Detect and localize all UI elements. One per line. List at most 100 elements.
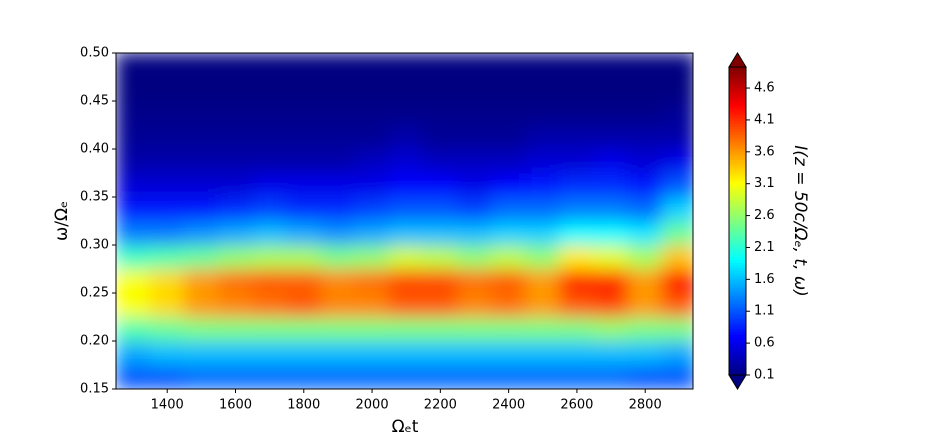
colorbar-step	[729, 221, 746, 225]
colorbar-step	[729, 197, 746, 202]
cell	[559, 220, 595, 246]
cell	[593, 100, 629, 126]
cell	[388, 100, 424, 126]
cell	[456, 340, 493, 366]
cell	[525, 100, 561, 126]
cell	[320, 220, 356, 246]
cell	[559, 364, 595, 389]
colorbar-step	[729, 141, 746, 145]
cell	[661, 244, 693, 270]
colorbar-step	[729, 267, 746, 271]
cell	[559, 53, 595, 78]
cell	[320, 148, 356, 174]
cell	[116, 340, 151, 366]
cell	[354, 172, 390, 198]
colorbar-step	[729, 90, 746, 94]
cell	[661, 196, 693, 222]
colorbar-label: I(z = 50c/Ωₑ, t, ω)	[790, 145, 810, 297]
colorbar-step	[729, 182, 746, 186]
cell	[627, 148, 663, 174]
cell	[525, 148, 561, 174]
colorbar-tick-label: 2.1	[754, 240, 775, 255]
cell	[456, 292, 493, 318]
colorbar-step	[729, 254, 746, 258]
cell	[320, 100, 356, 126]
colorbar-step	[729, 167, 746, 171]
colorbar-step	[729, 84, 746, 89]
cell	[525, 172, 561, 198]
colorbar-step	[729, 77, 746, 81]
cell	[593, 148, 629, 174]
colorbar-step	[729, 172, 746, 176]
cell	[593, 172, 629, 198]
cell	[627, 292, 663, 318]
cell	[491, 220, 527, 246]
cell	[116, 220, 151, 246]
cell	[422, 364, 458, 389]
cell	[217, 316, 254, 342]
colorbar-step	[729, 192, 746, 196]
colorbar-step	[729, 238, 746, 243]
cell	[183, 124, 219, 150]
cell	[354, 220, 390, 246]
cell	[456, 268, 493, 294]
axes: 1400 1600 1800 2000 2200 2400 2600 2800 0.15 0.20…	[80, 46, 694, 413]
colorbar-step	[729, 295, 746, 299]
colorbar-step	[729, 336, 746, 340]
cell	[661, 124, 693, 150]
colorbar-step	[729, 300, 746, 304]
cell	[422, 148, 458, 174]
colorbar-step	[729, 126, 746, 130]
cell	[183, 196, 219, 222]
cell	[627, 172, 663, 198]
cell	[252, 124, 288, 150]
cell	[286, 148, 322, 174]
colorbar-step	[729, 187, 746, 191]
cell	[149, 76, 185, 102]
cell	[388, 172, 424, 198]
cell	[559, 196, 595, 222]
cell	[286, 172, 322, 198]
cell	[661, 364, 693, 389]
cell	[183, 220, 219, 246]
x-axis-label: Ωₑt	[392, 417, 419, 437]
cell	[661, 220, 693, 246]
cell	[661, 316, 693, 342]
colorbar-step	[729, 113, 746, 117]
cell	[422, 124, 458, 150]
colorbar-step	[729, 110, 746, 114]
cell	[320, 196, 356, 222]
cell	[252, 172, 288, 198]
cell	[661, 340, 693, 366]
colorbar-extend-low	[728, 374, 747, 390]
cell	[559, 172, 595, 198]
colorbar-tick-label: 4.6	[754, 81, 775, 96]
cell	[525, 220, 561, 246]
y-tick-label: 0.50	[80, 46, 109, 61]
colorbar-step	[729, 321, 746, 325]
cell	[388, 268, 424, 294]
cell	[422, 196, 458, 222]
cell	[593, 340, 629, 366]
cell	[183, 316, 219, 342]
cell	[525, 316, 561, 342]
cell	[525, 340, 561, 366]
colorbar-step	[729, 215, 746, 220]
colorbar-step	[729, 92, 746, 96]
cell	[422, 172, 458, 198]
cell	[627, 100, 663, 126]
cell	[320, 292, 356, 318]
cell	[559, 292, 595, 318]
cell	[525, 364, 561, 389]
cell	[286, 196, 322, 222]
colorbar-tick-label: 1.1	[754, 304, 775, 319]
cell	[183, 100, 219, 126]
cell	[286, 340, 322, 366]
cell	[252, 100, 288, 126]
cell	[252, 364, 288, 389]
cell	[217, 364, 254, 389]
colorbar-step	[729, 372, 746, 376]
cell	[320, 76, 356, 102]
cell	[456, 100, 493, 126]
